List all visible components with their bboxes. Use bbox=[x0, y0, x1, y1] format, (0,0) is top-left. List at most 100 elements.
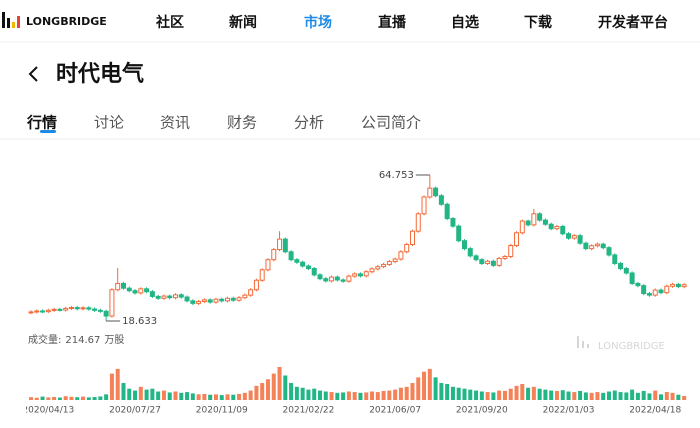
tab[interactable]: 财务 bbox=[227, 114, 257, 132]
candle-body bbox=[236, 297, 242, 301]
volume-bar bbox=[57, 397, 62, 400]
candle-body bbox=[496, 257, 502, 266]
volume-unit: 万股 bbox=[104, 334, 124, 346]
candle-body bbox=[542, 219, 548, 225]
candle-body bbox=[300, 261, 306, 267]
tab[interactable]: 行情 bbox=[26, 114, 57, 132]
candle-body bbox=[253, 279, 259, 291]
volume-bar bbox=[601, 392, 606, 400]
candle-body bbox=[600, 243, 606, 249]
candle-body bbox=[161, 295, 167, 299]
volume-bar bbox=[242, 392, 247, 400]
brand[interactable]: LONGBRIDGE bbox=[26, 15, 107, 28]
volume-bar bbox=[659, 394, 664, 400]
volume-bar bbox=[173, 391, 178, 400]
nav-item[interactable]: 自选 bbox=[451, 14, 479, 31]
volume-bar bbox=[531, 386, 536, 400]
candle-body bbox=[525, 220, 531, 226]
volume-bar bbox=[410, 383, 415, 400]
volume-bar bbox=[439, 383, 444, 400]
candle-body bbox=[566, 233, 572, 239]
volume-bar bbox=[624, 392, 629, 400]
candle-body bbox=[404, 243, 410, 253]
nav-item[interactable]: 社区 bbox=[155, 14, 184, 31]
volume-bar bbox=[167, 392, 172, 400]
tab[interactable]: 公司简介 bbox=[361, 114, 421, 132]
nav-item[interactable]: 开发者平台 bbox=[598, 14, 668, 31]
candle-body bbox=[213, 298, 219, 303]
candle-body bbox=[219, 298, 225, 302]
tab[interactable]: 分析 bbox=[294, 114, 324, 132]
volume-bar bbox=[127, 388, 132, 400]
tab[interactable]: 资讯 bbox=[160, 114, 190, 132]
candle-body bbox=[201, 299, 207, 302]
x-tick-label: 2021/06/07 bbox=[369, 406, 421, 416]
volume-bar bbox=[81, 396, 86, 400]
candle-body bbox=[618, 262, 624, 270]
volume-bar bbox=[109, 373, 114, 400]
candle-body bbox=[288, 251, 294, 261]
volume-bar bbox=[75, 397, 80, 400]
candle-body bbox=[225, 297, 231, 302]
tab[interactable]: 讨论 bbox=[94, 114, 124, 132]
nav-item[interactable]: 新闻 bbox=[229, 14, 257, 31]
volume-bar bbox=[121, 383, 126, 400]
volume-bar bbox=[86, 397, 91, 400]
volume-bar bbox=[456, 387, 461, 400]
candle-body bbox=[103, 310, 109, 317]
candle-body bbox=[80, 307, 86, 310]
candle-body bbox=[415, 213, 421, 232]
candle-body bbox=[462, 240, 467, 250]
volume-bar bbox=[358, 392, 363, 400]
candle-body bbox=[479, 259, 485, 264]
candle-body bbox=[664, 285, 670, 294]
candle-body bbox=[421, 196, 427, 215]
candle-body bbox=[271, 249, 277, 261]
volume-bar bbox=[670, 392, 675, 400]
logo-icon[interactable] bbox=[2, 12, 20, 28]
candle-body bbox=[132, 290, 138, 294]
volume-bar bbox=[676, 394, 681, 400]
volume-bar bbox=[254, 385, 259, 400]
candle-body bbox=[120, 282, 126, 289]
candle-body bbox=[357, 273, 363, 277]
nav-item[interactable]: 市场 bbox=[304, 14, 332, 31]
volume-bar bbox=[433, 377, 438, 400]
candle-body bbox=[508, 244, 514, 258]
volume-bar bbox=[526, 387, 531, 400]
candle-body bbox=[594, 243, 600, 247]
candle-body bbox=[606, 247, 612, 256]
volume-bar bbox=[260, 383, 265, 400]
volume-bar bbox=[398, 387, 403, 400]
volume-bar bbox=[289, 383, 294, 400]
candle-body bbox=[86, 307, 92, 310]
volume-bar bbox=[150, 388, 155, 400]
candle-body bbox=[571, 235, 577, 239]
volume-bar bbox=[375, 392, 380, 400]
volume-bar bbox=[69, 396, 74, 400]
candle-body bbox=[92, 308, 98, 311]
volume-bar bbox=[502, 390, 507, 400]
candle-body bbox=[485, 260, 491, 264]
candle-body bbox=[334, 276, 340, 281]
volume-bar bbox=[474, 390, 479, 400]
volume-bar bbox=[115, 368, 120, 400]
min-label: 18.633 bbox=[122, 316, 157, 327]
volume-bar bbox=[156, 391, 161, 400]
volume-bar bbox=[607, 391, 611, 400]
nav-item[interactable]: 下载 bbox=[524, 14, 552, 31]
volume-bar bbox=[682, 395, 687, 400]
candle-body bbox=[282, 238, 288, 253]
volume-bar bbox=[583, 392, 588, 400]
candle-body bbox=[63, 307, 69, 311]
nav-item[interactable]: 直播 bbox=[378, 14, 407, 31]
candle-body bbox=[317, 274, 323, 280]
back-arrow[interactable] bbox=[28, 66, 38, 82]
volume-bar bbox=[468, 389, 473, 400]
volume-bar bbox=[381, 390, 386, 400]
candle-body bbox=[444, 203, 450, 220]
candle-body bbox=[646, 293, 652, 296]
volume-bar bbox=[566, 391, 571, 400]
candle-body bbox=[329, 276, 335, 282]
